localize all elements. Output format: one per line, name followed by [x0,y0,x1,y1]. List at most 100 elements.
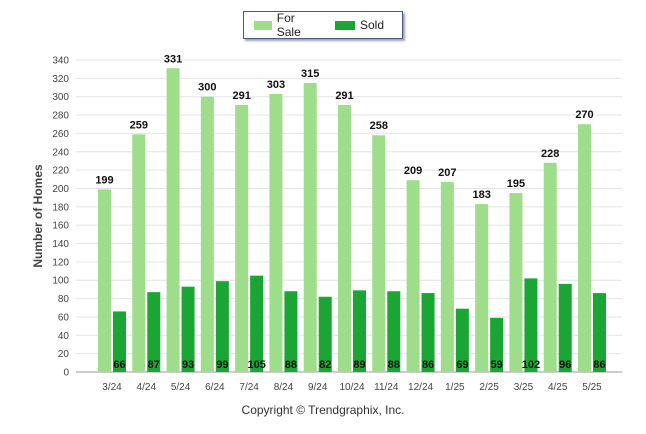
legend-swatch-sold [334,20,355,30]
bar-sold [181,286,195,372]
x-tick-label: 4/24 [137,382,157,393]
data-label-for-sale: 258 [370,120,388,132]
legend-item-sold[interactable]: Sold [334,18,384,32]
x-tick-label: 4/25 [548,382,568,393]
bar-for-sale [132,134,146,372]
x-tick-label: 3/24 [102,382,122,393]
data-label-for-sale: 303 [267,79,285,91]
y-axis-label: Number of Homes [31,164,45,268]
data-label-for-sale: 209 [404,165,422,177]
bar-sold [113,311,126,372]
bar-for-sale [372,135,386,372]
data-label-for-sale: 207 [438,167,456,179]
bar-sold [215,281,229,372]
y-tick-label: 100 [52,276,69,287]
x-tick-label: 5/24 [171,382,191,393]
data-label-sold: 102 [522,359,540,371]
data-label-sold: 86 [422,359,434,371]
data-label-sold: 93 [182,359,194,371]
bar-sold [318,296,332,372]
data-label-for-sale: 291 [232,90,250,102]
legend-item-for-sale[interactable]: For Sale [254,11,317,39]
data-label-for-sale: 270 [575,109,593,121]
y-tick-label: 280 [52,111,69,122]
bar-for-sale [200,96,214,373]
y-tick-label: 300 [52,92,69,103]
bar-for-sale [303,82,317,373]
data-label-for-sale: 228 [541,148,559,160]
y-tick-label: 60 [58,312,70,323]
y-tick-label: 240 [52,147,69,158]
data-label-for-sale: 259 [130,119,148,131]
data-label-sold: 88 [388,359,400,371]
bar-for-sale [509,193,523,372]
copyright-text: Copyright © Trendgraphix, Inc. [241,403,405,417]
bar-sold [284,291,298,372]
y-tick-label: 0 [63,368,69,379]
data-label-sold: 88 [285,359,297,371]
data-label-sold: 96 [559,359,571,371]
bar-for-sale [578,124,591,372]
bar-sold [455,308,469,372]
data-label-sold: 86 [593,359,605,371]
bar-for-sale [338,104,351,372]
y-tick-label: 200 [52,184,69,195]
data-label-sold: 59 [491,359,503,371]
x-tick-label: 9/24 [308,382,328,393]
data-label-sold: 69 [456,359,468,371]
y-tick-label: 320 [52,74,69,85]
data-label-for-sale: 291 [335,90,353,102]
x-tick-label: 10/24 [339,382,364,393]
x-tick-label: 6/24 [205,382,225,393]
y-tick-label: 80 [58,294,70,305]
x-tick-label: 1/25 [445,382,465,393]
bar-sold [353,290,366,372]
data-label-for-sale: 195 [507,178,525,190]
data-label-sold: 89 [353,359,365,371]
legend-label-sold: Sold [359,18,384,32]
y-tick-label: 260 [52,129,69,140]
x-tick-label: 12/24 [408,382,433,393]
bar-for-sale [475,204,489,372]
data-label-for-sale: 183 [472,189,490,201]
x-tick-label: 11/24 [374,382,399,393]
bar-for-sale [269,93,283,372]
y-tick-label: 140 [52,239,69,250]
y-tick-label: 180 [52,202,69,213]
bar-for-sale [98,189,111,372]
bar-for-sale [440,182,454,372]
data-label-for-sale: 199 [95,174,113,186]
bar-for-sale [406,180,420,372]
bar-sold [387,291,401,372]
legend-label-for-sale: For Sale [276,11,301,39]
data-label-sold: 99 [216,359,228,371]
bar-sold [524,278,538,372]
data-label-sold: 82 [319,359,331,371]
x-tick-label: 3/25 [514,382,534,393]
data-label-sold: 87 [148,359,160,371]
bar-for-sale [166,68,180,373]
bar-for-sale [235,104,249,372]
data-label-for-sale: 331 [164,53,182,65]
x-tick-label: 5/25 [582,382,602,393]
data-label-for-sale: 315 [301,68,319,80]
bar-sold [490,317,504,372]
x-tick-label: 7/24 [239,382,259,393]
data-label-sold: 105 [247,359,265,371]
y-tick-label: 120 [52,257,69,268]
y-tick-label: 20 [58,349,70,360]
bar-sold [593,293,606,372]
y-tick-label: 340 [52,56,69,67]
legend-swatch-for-sale [254,20,272,30]
x-tick-label: 2/25 [479,382,499,393]
data-label-sold: 66 [113,359,125,371]
bar-sold [250,275,264,372]
y-tick-label: 40 [58,331,70,342]
y-tick-label: 160 [52,221,69,232]
x-tick-label: 8/24 [274,382,294,393]
bar-sold [558,283,572,372]
bar-sold [147,292,161,372]
data-label-for-sale: 300 [198,82,216,94]
bar-sold [421,293,435,372]
